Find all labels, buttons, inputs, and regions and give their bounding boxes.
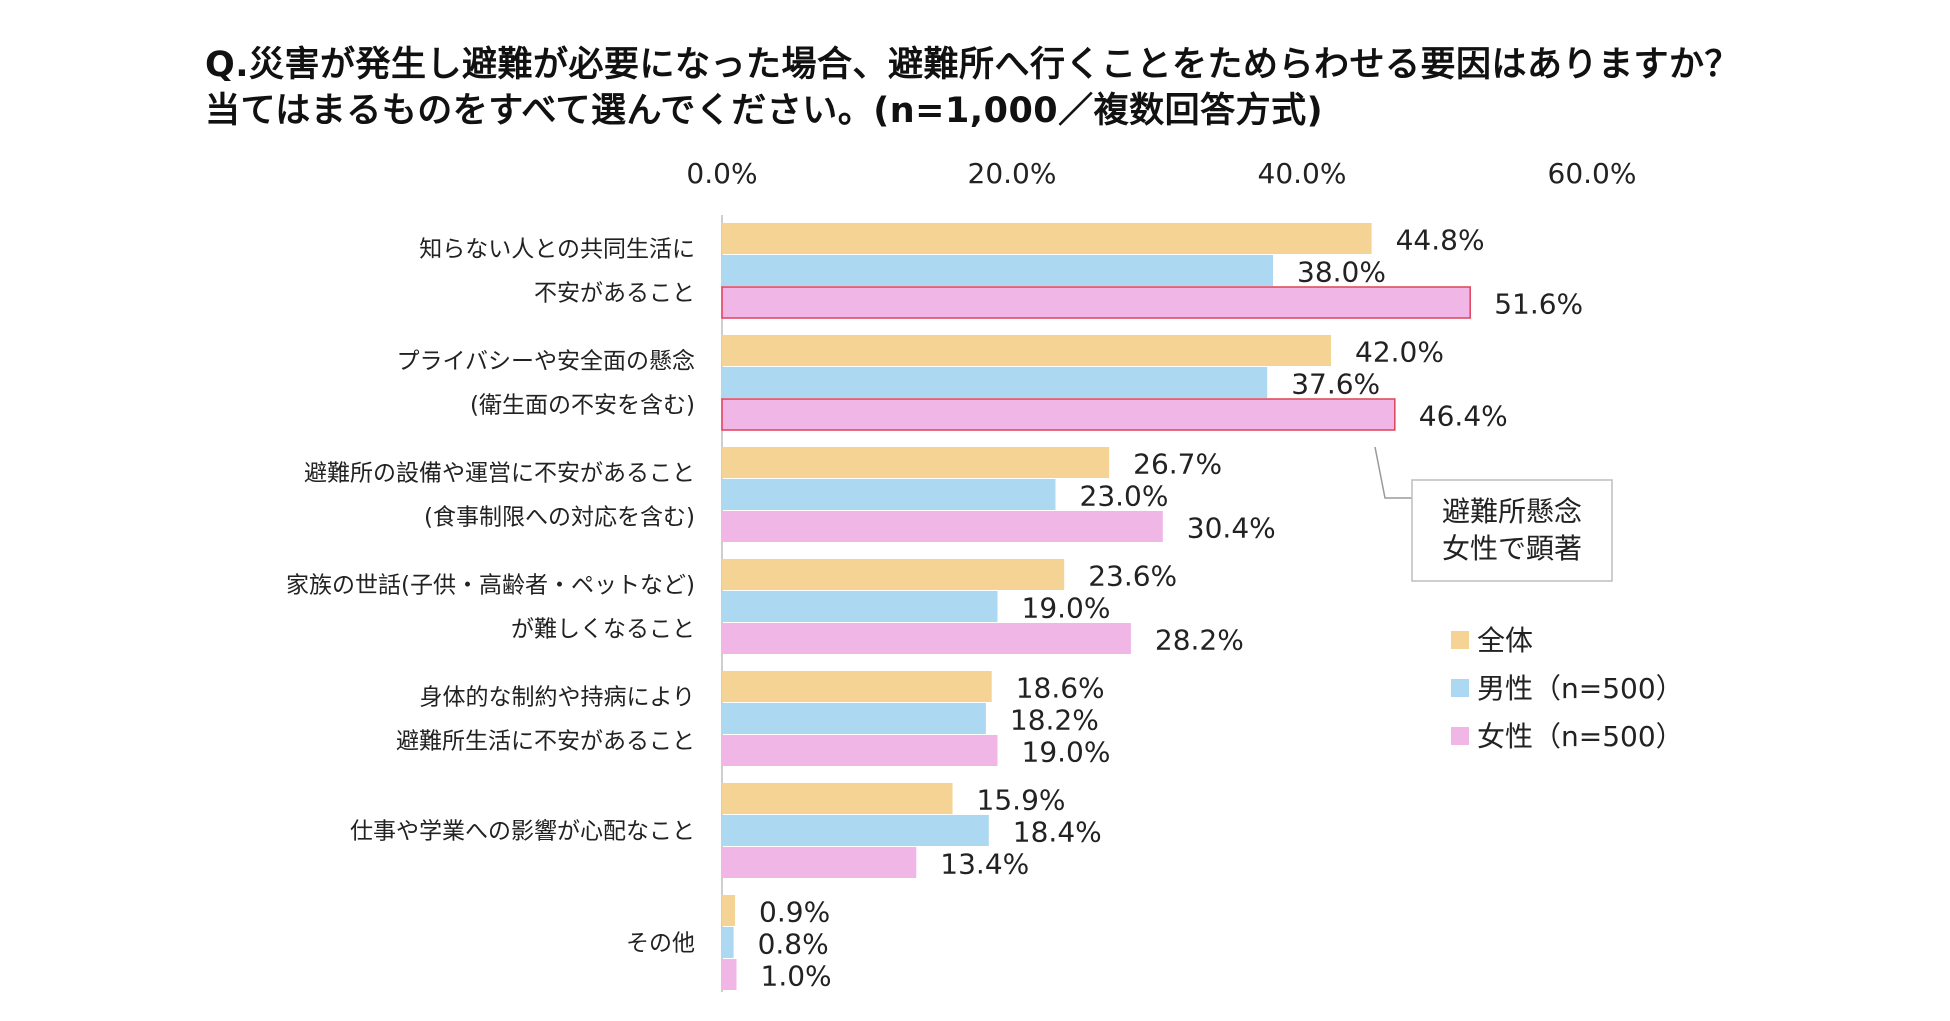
bar [722, 895, 736, 926]
category-label: 仕事や学業への影響が心配なこと [350, 819, 695, 845]
data-label: 0.8% [758, 928, 829, 961]
category-label: (食事制限への対応を含む) [424, 505, 695, 531]
bar [722, 591, 998, 622]
data-label: 38.0% [1297, 256, 1386, 289]
bar [722, 511, 1163, 542]
data-label: 23.0% [1080, 480, 1169, 513]
bar [721, 286, 1471, 319]
category-label: (衛生面の不安を含む) [470, 393, 695, 419]
bar [722, 815, 989, 846]
category-label: 避難所生活に不安があること [396, 729, 695, 755]
data-label: 15.9% [977, 784, 1066, 817]
bar [722, 335, 1331, 366]
bar [722, 623, 1131, 654]
category-label: 不安があること [534, 281, 695, 307]
legend-swatch [1451, 727, 1469, 745]
data-label: 30.4% [1187, 512, 1276, 545]
x-tick-label: 20.0% [968, 157, 1057, 190]
category-label: 身体的な制約や持病により [419, 685, 695, 711]
legend-swatch [1451, 679, 1469, 697]
annotation-box [1411, 479, 1613, 582]
data-label: 51.6% [1494, 288, 1583, 321]
x-tick-label: 40.0% [1258, 157, 1347, 190]
legend-label: 女性（n=500） [1477, 720, 1684, 753]
bar [722, 847, 917, 878]
data-label: 26.7% [1133, 448, 1222, 481]
data-label: 18.6% [1016, 672, 1105, 705]
bar [722, 447, 1110, 478]
callout-leader-line [1374, 446, 1412, 499]
data-label: 18.2% [1010, 704, 1099, 737]
bar [722, 927, 734, 958]
data-label: 13.4% [940, 848, 1029, 881]
bar [722, 367, 1268, 398]
chart-title: Q.災害が発生し避難が必要になった場合、避難所へ行くことをためらわせる要因はあり… [205, 45, 1741, 131]
legend-swatch [1451, 631, 1469, 649]
category-label: 避難所の設備や運営に不安があること [304, 461, 695, 487]
x-tick-label: 60.0% [1548, 157, 1637, 190]
data-label: 18.4% [1013, 816, 1102, 849]
bar [722, 559, 1065, 590]
data-label: 44.8% [1396, 224, 1485, 257]
x-tick-label: 0.0% [686, 157, 757, 190]
annotation-text: 女性で顕著 [1442, 532, 1582, 565]
data-label: 0.9% [759, 896, 830, 929]
category-label: その他 [626, 931, 695, 957]
data-label: 37.6% [1291, 368, 1380, 401]
data-label: 1.0% [761, 960, 832, 993]
category-label: 家族の世話(子供・高齢者・ペットなど) [286, 573, 695, 599]
category-label: が難しくなること [511, 617, 695, 643]
bar [721, 398, 1396, 431]
bar [722, 735, 998, 766]
bar [722, 223, 1372, 254]
legend-label: 全体 [1477, 624, 1533, 657]
data-label: 23.6% [1088, 560, 1177, 593]
bar [722, 703, 986, 734]
bar [722, 959, 737, 990]
bar [722, 783, 953, 814]
annotation-text: 避難所懸念 [1442, 495, 1582, 528]
bar [722, 255, 1273, 286]
bar [722, 479, 1056, 510]
data-label: 42.0% [1355, 336, 1444, 369]
legend-label: 男性（n=500） [1477, 672, 1684, 705]
data-label: 19.0% [1022, 592, 1111, 625]
category-label: プライバシーや安全面の懸念 [396, 349, 695, 375]
data-label: 19.0% [1022, 736, 1111, 769]
category-label: 知らない人との共同生活に [419, 237, 695, 263]
data-label: 46.4% [1419, 400, 1508, 433]
bar [722, 671, 992, 702]
data-label: 28.2% [1155, 624, 1244, 657]
